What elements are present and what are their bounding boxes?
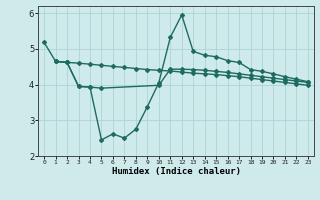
X-axis label: Humidex (Indice chaleur): Humidex (Indice chaleur)	[111, 167, 241, 176]
